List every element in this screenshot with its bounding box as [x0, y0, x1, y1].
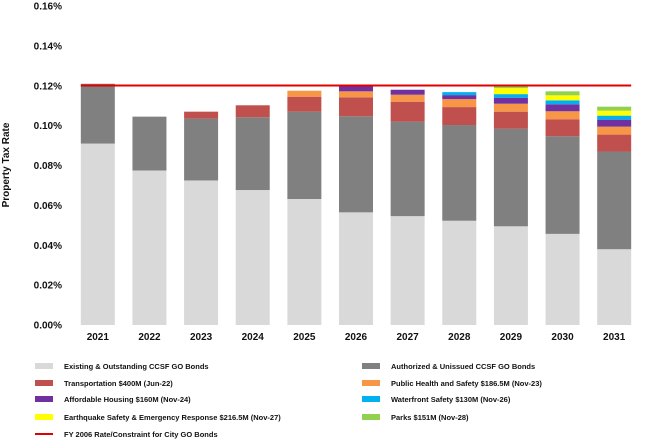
legend-label: FY 2006 Rate/Constraint for City GO Bond… — [64, 430, 218, 439]
bar-segment — [597, 151, 632, 250]
bar-segment — [390, 216, 425, 325]
y-tick-label: 0.06% — [34, 201, 62, 212]
x-tick-label: 2028 — [448, 332, 471, 343]
bar-segment — [545, 91, 580, 96]
x-tick-label: 2025 — [293, 332, 316, 343]
bar-segment — [545, 100, 580, 105]
x-tick-label: 2030 — [551, 332, 574, 343]
bar-segment — [493, 226, 528, 325]
legend-swatch — [362, 414, 380, 420]
bar-segment — [493, 86, 528, 89]
legend-label: Existing & Outstanding CCSF GO Bonds — [64, 362, 209, 371]
x-tick-label: 2029 — [500, 332, 523, 343]
legend-label: Transportation $400M (Jun-22) — [64, 379, 173, 388]
bar-segment — [545, 136, 580, 234]
legend-swatch — [362, 396, 380, 402]
bar-segment — [339, 212, 373, 325]
legend-swatch — [35, 414, 53, 420]
bar-segment — [287, 96, 322, 112]
legend-label: Affordable Housing $160M (Nov-24) — [64, 395, 191, 404]
bar-segment — [339, 116, 373, 213]
bar-segment — [132, 116, 167, 171]
bar-segment — [184, 118, 219, 181]
bars-group — [80, 83, 632, 325]
legend-swatch — [35, 380, 53, 386]
legend-label: Authorized & Unissued CCSF GO Bonds — [391, 362, 535, 371]
bar-segment — [493, 94, 528, 98]
y-tick-label: 0.00% — [34, 321, 62, 332]
legend-label: Parks $151M (Nov-28) — [391, 413, 469, 422]
bar-segment — [132, 170, 167, 325]
bar-segment — [597, 110, 632, 116]
bar-segment — [493, 88, 528, 95]
bar-segment — [493, 128, 528, 227]
x-axis-ticks: 2021 2022 2023 2024 2025 2026 2027 2028 2029 2030… — [87, 332, 626, 343]
legend-swatch — [35, 396, 53, 402]
bar-segment — [390, 94, 425, 102]
bar-segment — [390, 121, 425, 217]
bar-segment — [235, 105, 270, 118]
bar-segment — [493, 97, 528, 104]
bar-segment — [493, 103, 528, 112]
legend-swatch — [35, 363, 53, 369]
bar-segment — [597, 106, 632, 111]
bar-segment — [390, 89, 425, 95]
y-tick-label: 0.02% — [34, 281, 62, 292]
bar-segment — [597, 134, 632, 152]
bar-segment — [390, 101, 425, 122]
bar-segment — [597, 119, 632, 127]
bar-segment — [493, 111, 528, 129]
x-tick-label: 2021 — [87, 332, 110, 343]
bar-segment — [339, 85, 373, 92]
y-tick-label: 0.12% — [34, 81, 62, 92]
bar-segment — [339, 97, 373, 117]
bar-segment — [339, 91, 373, 98]
legend-swatch — [362, 380, 380, 386]
bar-segment — [545, 104, 580, 112]
bar-segment — [235, 190, 270, 325]
y-tick-label: 0.04% — [34, 241, 62, 252]
x-tick-label: 2022 — [138, 332, 161, 343]
bar-segment — [184, 111, 219, 119]
bar-segment — [287, 198, 322, 325]
bar-segment — [442, 125, 477, 221]
y-axis-ticks: 0.00% 0.02% 0.04% 0.06% 0.08% 0.10% 0.12% 0.14%… — [34, 2, 62, 332]
bar-segment — [184, 180, 219, 325]
bar-segment — [597, 249, 632, 325]
bar-segment — [80, 143, 115, 325]
bar-segment — [545, 95, 580, 101]
bar-segment — [235, 117, 270, 191]
bar-segment — [597, 126, 632, 135]
bar-segment — [287, 90, 322, 97]
y-tick-label: 0.08% — [34, 161, 62, 172]
y-tick-label: 0.16% — [34, 2, 62, 13]
legend-label: Earthquake Safety & Emergency Response $… — [64, 413, 281, 422]
bar-segment — [545, 119, 580, 137]
bar-segment — [442, 220, 477, 325]
bar-segment — [597, 115, 632, 120]
bar-segment — [80, 83, 115, 144]
legend-swatch — [362, 363, 380, 369]
x-tick-label: 2024 — [242, 332, 265, 343]
y-axis-title-group: Property Tax Rate — [1, 122, 12, 207]
y-tick-label: 0.14% — [34, 41, 62, 52]
legend: Existing & Outstanding CCSF GO Bonds Tran… — [35, 362, 542, 439]
x-tick-label: 2023 — [190, 332, 213, 343]
x-tick-label: 2031 — [603, 332, 626, 343]
bar-segment — [545, 111, 580, 120]
bar-segment — [545, 233, 580, 325]
y-tick-label: 0.10% — [34, 121, 62, 132]
x-tick-label: 2027 — [397, 332, 420, 343]
bar-segment — [442, 99, 477, 108]
bar-segment — [442, 95, 477, 100]
y-axis-title: Property Tax Rate — [1, 122, 12, 207]
bar-segment — [287, 111, 322, 199]
legend-label: Public Health and Safety $186.5M (Nov-23… — [391, 379, 542, 388]
legend-label: Waterfront Safety $130M (Nov-26) — [391, 395, 511, 404]
bar-segment — [442, 107, 477, 126]
x-tick-label: 2026 — [345, 332, 368, 343]
bar-segment — [442, 92, 477, 96]
